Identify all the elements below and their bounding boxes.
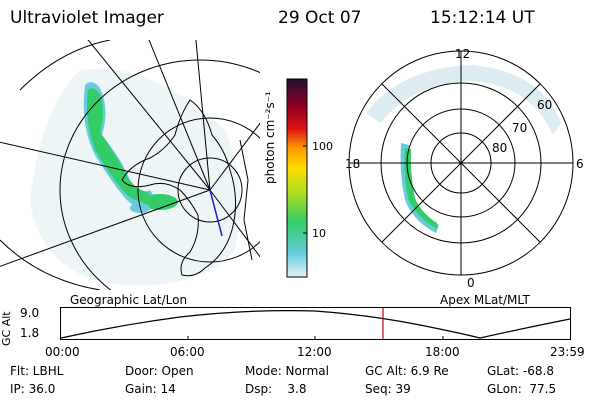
- altitude-xtick-1200: 12:00: [297, 345, 332, 359]
- info-filter: Flt: LBHL: [10, 364, 64, 378]
- date-label: 29 Oct 07: [278, 8, 362, 28]
- lat-label-80: 80: [492, 141, 508, 155]
- info-seq: Seq: 39: [365, 382, 411, 396]
- altitude-ytick-min: 1.8: [20, 326, 40, 340]
- info-dsp: Dsp: 3.8: [245, 382, 307, 396]
- colorbar-label: photon cm⁻²s⁻¹: [263, 91, 277, 184]
- info-ip: IP: 36.0: [10, 382, 56, 396]
- geographic-caption: Geographic Lat/Lon: [70, 293, 188, 307]
- info-door: Door: Open: [125, 364, 194, 378]
- info-glon: GLon: 77.5: [487, 382, 557, 396]
- colorbar-tick-10: 10: [312, 227, 326, 240]
- altitude-ytick-max: 9.0: [20, 306, 40, 320]
- apex-polar-plot: [348, 50, 574, 276]
- altitude-ylabel: GC Alt: [0, 311, 13, 346]
- altitude-xtick-2359: 23:59: [550, 345, 585, 359]
- geographic-map: [0, 40, 260, 290]
- colorbar-tick-100: 100: [312, 140, 333, 153]
- info-glat: GLat: -68.8: [487, 364, 554, 378]
- altitude-xtick-1800: 18:00: [425, 345, 460, 359]
- mlt-label-6: 6: [576, 157, 584, 171]
- instrument-title: Ultraviolet Imager: [10, 8, 164, 28]
- altitude-xtick-0600: 06:00: [170, 345, 205, 359]
- info-gain: Gain: 14: [125, 382, 176, 396]
- time-label: 15:12:14 UT: [430, 8, 535, 28]
- altitude-plot: [60, 307, 571, 340]
- info-gc-alt: GC Alt: 6.9 Re: [365, 364, 449, 378]
- lat-label-60: 60: [537, 98, 553, 112]
- mlt-label-18: 18: [345, 157, 361, 171]
- mlt-label-0: 0: [467, 276, 475, 290]
- lat-label-70: 70: [512, 121, 528, 135]
- info-mode: Mode: Normal: [245, 364, 329, 378]
- altitude-xtick-0000: 00:00: [45, 345, 80, 359]
- colorbar: [286, 78, 308, 278]
- apex-caption: Apex MLat/MLT: [440, 293, 530, 307]
- mlt-label-12: 12: [455, 47, 471, 61]
